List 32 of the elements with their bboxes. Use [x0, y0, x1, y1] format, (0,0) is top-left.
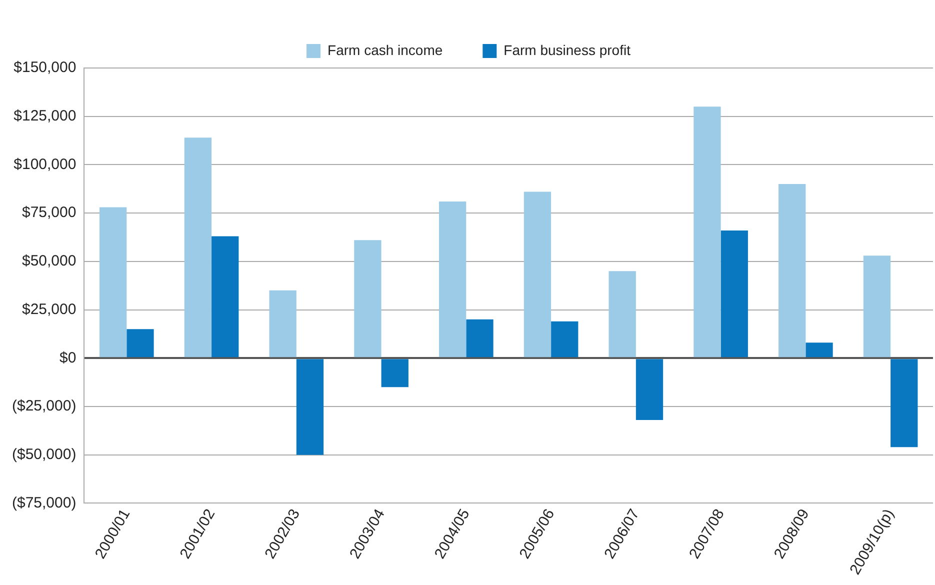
bar [636, 359, 664, 420]
bar [551, 321, 578, 358]
y-tick-label: $100,000 [14, 156, 76, 173]
bar [466, 319, 494, 358]
y-tick-label: $125,000 [14, 107, 76, 124]
bar [381, 359, 408, 388]
y-tick-label: $75,000 [22, 204, 76, 222]
y-tick-label: ($25,000) [12, 398, 76, 415]
legend-label: Farm business profit [504, 42, 631, 58]
bar [863, 256, 891, 358]
y-tick-label: ($50,000) [12, 446, 76, 463]
bar [296, 359, 324, 455]
y-tick-label: ($75,000) [12, 494, 76, 512]
bar [806, 342, 833, 358]
bar [439, 201, 466, 358]
bar [608, 271, 636, 358]
bar [778, 184, 806, 358]
y-tick-label: $25,000 [22, 300, 76, 318]
y-tick-label: $150,000 [14, 59, 76, 76]
bar [720, 230, 748, 358]
bar [354, 240, 382, 358]
bar [212, 236, 239, 358]
legend-label: Farm cash income [328, 42, 443, 58]
bar [184, 138, 212, 358]
bar [694, 106, 721, 358]
bar [524, 192, 552, 358]
bar [126, 329, 154, 358]
y-tick-label: $50,000 [22, 252, 76, 270]
bar [269, 290, 296, 358]
bar [890, 359, 918, 448]
bar [99, 207, 127, 358]
y-tick-label: $0 [60, 349, 76, 366]
